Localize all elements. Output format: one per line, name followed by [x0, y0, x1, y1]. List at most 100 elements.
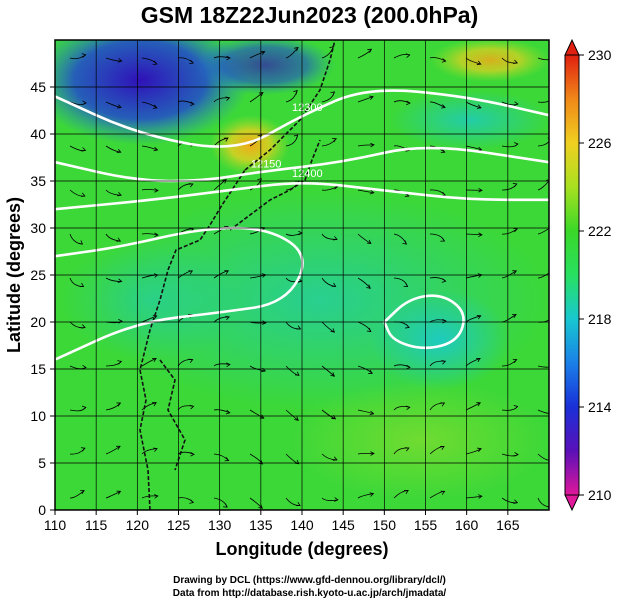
streamline-arrow: [405, 324, 410, 329]
streamline-arrow: [550, 56, 554, 60]
streamline-arrow: [366, 239, 372, 245]
streamline-arrow: [514, 452, 519, 457]
streamline: [249, 92, 264, 103]
streamline-arrow: [258, 92, 264, 97]
streamline-arrow: [512, 183, 518, 188]
y-tick-label: 25: [30, 267, 46, 283]
streamline: [501, 228, 518, 235]
streamline-arrow: [116, 148, 122, 154]
streamline-arrow: [78, 240, 84, 245]
streamline-arrow: [405, 53, 411, 58]
streamline-arrow: [226, 55, 231, 61]
temperature-field: [55, 40, 549, 510]
streamline-arrow: [476, 315, 482, 320]
streamline: [249, 409, 264, 419]
streamline: [321, 497, 338, 501]
streamline-arrow: [223, 137, 229, 142]
streamline-arrow: [440, 148, 446, 154]
x-tick-label: 155: [414, 517, 438, 533]
streamline-arrow: [366, 284, 371, 289]
streamline-arrow: [116, 237, 122, 242]
streamline: [357, 96, 374, 103]
streamline: [357, 409, 374, 415]
streamline-arrow: [189, 101, 195, 106]
streamline-arrow: [190, 451, 195, 457]
streamline-arrow: [442, 318, 447, 324]
streamline: [213, 409, 230, 414]
streamline-arrow: [294, 46, 299, 52]
streamline-arrow: [512, 358, 518, 364]
streamline-arrow: [334, 497, 339, 502]
streamline-arrow: [549, 97, 553, 101]
streamline-arrow: [330, 328, 336, 333]
streamline-arrow: [513, 499, 519, 504]
streamline: [141, 448, 158, 455]
streamline-arrow: [258, 504, 263, 509]
streamline-arrow: [262, 320, 267, 325]
streamline-arrow: [153, 146, 159, 152]
streamline-arrow: [330, 372, 335, 377]
streamline-arrow: [80, 490, 85, 495]
streamline: [69, 490, 85, 499]
streamline-arrow: [189, 404, 195, 410]
streamline-arrow: [188, 358, 194, 363]
streamline-arrow: [80, 192, 86, 197]
streamline: [141, 101, 158, 109]
y-tick-label: 0: [38, 502, 46, 518]
streamline-arrow: [296, 325, 302, 330]
streamline: [105, 445, 121, 455]
colorbar-ticks: 210 214 218 222 226 230: [579, 47, 612, 503]
streamline-arrow: [477, 447, 482, 452]
y-axis-ticks: 0 5 10 15 20 25 30 35 40 45: [30, 79, 55, 518]
streamline-arrow: [188, 270, 194, 275]
streamline-arrow: [189, 499, 195, 504]
streamline-arrow: [333, 236, 338, 241]
streamline: [357, 144, 374, 147]
streamline-arrow: [225, 315, 230, 321]
streamline-arrow: [80, 324, 86, 329]
x-tick-label: 140: [290, 517, 314, 533]
streamline-arrow: [550, 410, 554, 414]
x-tick-label: 150: [373, 517, 397, 533]
streamline-arrow: [296, 502, 301, 507]
x-tick-label: 145: [331, 517, 355, 533]
streamline-arrow: [440, 237, 446, 242]
streamline-arrow: [406, 364, 411, 370]
streamline-arrow: [332, 456, 338, 461]
streamline-arrow: [370, 451, 375, 456]
streamline-arrow: [226, 362, 231, 368]
streamline-arrow: [223, 503, 228, 508]
colorbar-tick-label: 222: [588, 223, 612, 239]
streamline-arrow: [225, 96, 231, 101]
streamline-arrow: [367, 48, 373, 53]
y-tick-label: 30: [30, 220, 46, 236]
streamline-arrow: [441, 104, 446, 109]
streamline-arrow: [152, 60, 158, 65]
streamline-arrow: [294, 416, 299, 421]
streamline: [357, 189, 374, 194]
streamline-arrow: [370, 142, 375, 148]
streamline-arrow: [369, 189, 375, 195]
contour-label: 12150: [251, 159, 282, 171]
streamline-arrow: [81, 53, 87, 58]
streamline-arrow: [546, 179, 549, 184]
chart-title: GSM 18Z22Jun2023 (200.0hPa): [140, 2, 479, 28]
streamline-arrow: [189, 59, 194, 65]
streamline-arrow: [512, 270, 518, 275]
streamline: [213, 56, 231, 59]
streamline-arrow: [368, 369, 373, 374]
streamline: [537, 141, 549, 147]
streamline-arrow: [441, 360, 447, 365]
streamline: [321, 186, 338, 191]
streamline-arrow: [117, 360, 123, 365]
streamline-arrow: [513, 404, 519, 410]
x-axis-label: Longitude (degrees): [215, 539, 388, 559]
streamline-arrow: [476, 402, 481, 407]
y-tick-label: 20: [30, 314, 46, 330]
streamline-arrow: [514, 101, 519, 106]
x-tick-label: 135: [249, 517, 273, 533]
streamline-arrow: [405, 405, 411, 411]
streamline-arrow: [153, 447, 158, 452]
streamline-arrow: [476, 104, 482, 109]
